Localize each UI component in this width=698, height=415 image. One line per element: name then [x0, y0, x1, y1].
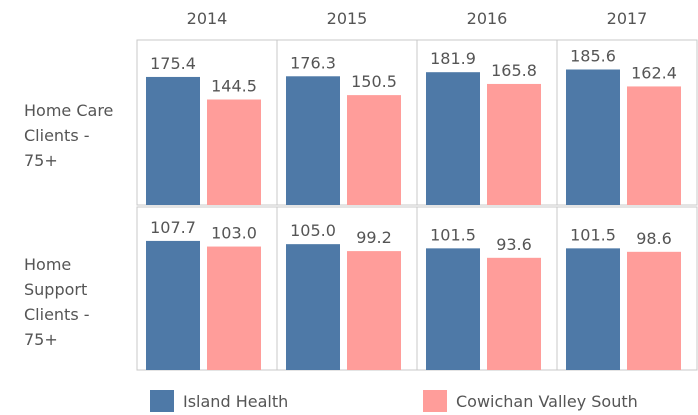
- data-label: 98.6: [636, 229, 672, 248]
- bar: [286, 244, 340, 370]
- data-label: 99.2: [356, 228, 392, 247]
- data-label: 144.5: [211, 77, 257, 96]
- data-label: 181.9: [430, 49, 476, 68]
- bar: [286, 76, 340, 205]
- data-label: 162.4: [631, 63, 677, 82]
- row-label: Home Support Clients - 75+: [24, 254, 90, 349]
- bar: [487, 257, 541, 370]
- bar: [347, 251, 401, 370]
- bar: [566, 248, 620, 370]
- data-label: 176.3: [290, 53, 336, 72]
- row-label: Home Care Clients - 75+: [24, 100, 114, 170]
- bar: [627, 86, 681, 205]
- column-header: 2014: [187, 9, 228, 28]
- legend-label: Island Health: [183, 392, 288, 411]
- bar: [347, 95, 401, 205]
- data-label: 105.0: [290, 221, 336, 240]
- data-label: 103.0: [211, 224, 257, 243]
- data-label: 107.7: [150, 218, 196, 237]
- column-header: 2017: [607, 9, 648, 28]
- bar: [146, 76, 200, 205]
- bar: [566, 69, 620, 205]
- bar: [426, 72, 480, 205]
- bar: [426, 248, 480, 370]
- data-label: 150.5: [351, 72, 397, 91]
- data-label: 101.5: [430, 225, 476, 244]
- bar: [487, 83, 541, 205]
- data-label: 165.8: [491, 61, 537, 80]
- bar: [207, 246, 261, 370]
- legend-swatch: [150, 390, 174, 412]
- column-header: 2016: [467, 9, 508, 28]
- data-label: 175.4: [150, 54, 196, 73]
- bar: [627, 251, 681, 370]
- data-label: 93.6: [496, 235, 532, 254]
- column-header: 2015: [327, 9, 368, 28]
- bar: [146, 240, 200, 370]
- legend-label: Cowichan Valley South: [456, 392, 638, 411]
- data-label: 101.5: [570, 225, 616, 244]
- legend-swatch: [423, 390, 447, 412]
- data-label: 185.6: [570, 46, 616, 65]
- bar: [207, 99, 261, 205]
